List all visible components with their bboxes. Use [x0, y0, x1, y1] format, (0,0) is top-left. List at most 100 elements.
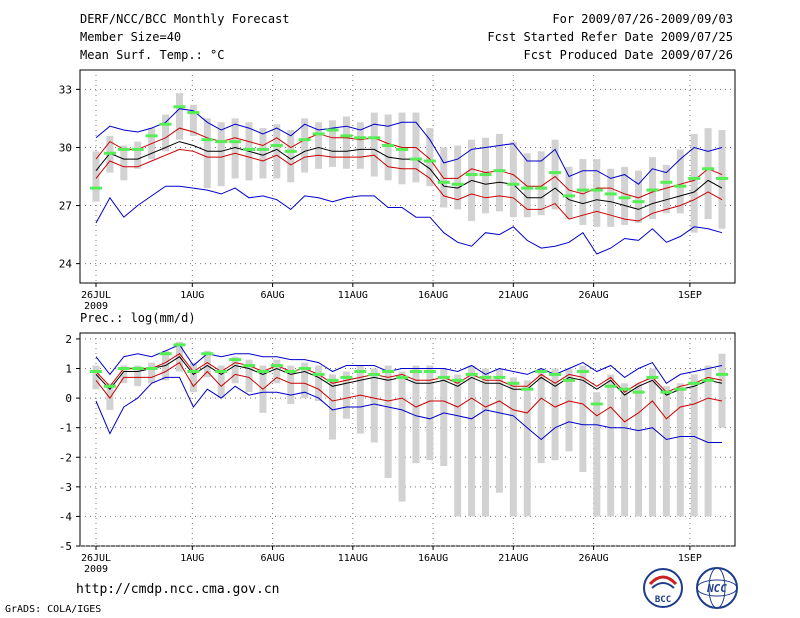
prec-box: [579, 365, 587, 473]
temp-observed-marker: [521, 186, 534, 190]
prec-box: [92, 365, 100, 390]
prec-box: [134, 365, 142, 387]
prec-observed-marker: [131, 367, 144, 370]
prec-observed-marker: [368, 372, 381, 376]
temp-box: [648, 157, 656, 220]
temp-box: [134, 141, 142, 169]
prec-observed-marker: [396, 375, 409, 379]
temp-box: [287, 130, 295, 183]
temp-box: [92, 151, 100, 202]
prec-box: [203, 350, 211, 378]
temp-box: [704, 128, 712, 220]
prec-box: [328, 374, 336, 440]
prec-observed-marker: [646, 375, 659, 379]
temp-box: [120, 145, 128, 181]
temp-observed-marker: [590, 188, 603, 192]
temp-max-line: [95, 108, 723, 185]
prec-observed-marker: [604, 384, 617, 388]
temp-box: [440, 147, 448, 208]
temp-observed-marker: [312, 132, 325, 136]
temp-xtick-label: 1AUG: [180, 290, 204, 301]
temp-xtick-label: 26AUG: [579, 290, 609, 301]
temp-observed-marker: [423, 159, 436, 163]
temp-xtick-label: 26JUL: [81, 290, 111, 301]
forecast-period: For 2009/07/26-2009/09/03: [552, 12, 733, 26]
temp-observed-marker: [702, 167, 715, 171]
ncc-logo: NCC: [696, 567, 738, 609]
temp-observed-marker: [215, 140, 228, 144]
prec-max-line: [95, 344, 723, 384]
temp-observed-marker: [660, 180, 673, 184]
temp-observed-marker: [437, 180, 450, 184]
prec-observed-marker: [507, 381, 520, 385]
temp-observed-marker: [604, 192, 617, 196]
prec-observed-marker: [423, 369, 436, 373]
temp-observed-marker: [409, 157, 422, 161]
temp-box: [356, 122, 364, 169]
temp-box: [676, 149, 684, 214]
prec-observed-marker: [702, 378, 715, 382]
temp-observed-marker: [562, 194, 575, 198]
temp-box: [593, 159, 601, 227]
prec-observed-marker: [340, 375, 353, 379]
prec-box: [370, 368, 378, 443]
prec-box: [189, 362, 197, 393]
prec-box: [148, 362, 156, 384]
temp-observed-marker: [618, 196, 631, 200]
temp-box: [662, 164, 670, 214]
svg-text:BCC: BCC: [655, 595, 671, 605]
prec-ytick-label: -3: [59, 481, 72, 494]
prec-box: [106, 383, 114, 410]
temp-frame: [79, 69, 736, 284]
prec-observed-marker: [256, 369, 269, 373]
temp-box: [315, 122, 323, 169]
prec-box: [523, 380, 531, 517]
temp-observed-marker: [201, 138, 214, 142]
temp-xtick-label: 21AUG: [498, 290, 528, 301]
temp-box: [203, 118, 211, 189]
source-url[interactable]: http://cmdp.ncc.cma.gov.cn: [76, 582, 280, 597]
temp-box: [342, 116, 350, 169]
prec-min-line: [95, 376, 722, 443]
temp-observed-marker: [493, 169, 506, 173]
prec-observed-marker: [201, 352, 214, 356]
temp-box: [231, 118, 239, 179]
temp-box: [607, 168, 615, 227]
prec-ytick-label: -5: [59, 540, 72, 553]
prec-box: [662, 386, 670, 517]
temp-observed-marker: [173, 105, 186, 109]
prec-box: [356, 365, 364, 434]
prec-box: [648, 368, 656, 517]
prec-box: [287, 365, 295, 404]
temp-observed-marker: [535, 186, 548, 190]
prec-observed-marker: [215, 369, 228, 373]
temp-observed-marker: [507, 182, 520, 186]
prec-box: [273, 359, 281, 384]
temp-lower-line: [95, 148, 723, 222]
temp-box: [328, 120, 336, 167]
prec-observed-marker: [479, 375, 492, 379]
prec-ytick-label: 0: [65, 392, 72, 405]
prec-box: [551, 368, 559, 461]
temp-observed-marker: [451, 182, 464, 186]
temp-box: [537, 151, 545, 216]
temp-observed-marker: [159, 122, 172, 126]
temp-xtick-label: 6AUG: [261, 290, 285, 301]
temp-box: [370, 112, 378, 177]
prec-box: [676, 383, 684, 517]
temp-box: [259, 128, 267, 179]
prec-box: [426, 365, 434, 461]
prec-box: [245, 359, 253, 393]
prec-observed-marker: [243, 364, 256, 368]
temp-box: [175, 93, 183, 140]
prec-box: [454, 374, 462, 517]
prec-observed-marker: [117, 367, 130, 370]
prec-observed-marker: [298, 367, 311, 370]
temp-observed-marker: [576, 188, 589, 192]
prec-box: [384, 365, 392, 478]
prec-lower-line: [95, 361, 723, 423]
prec-observed-marker: [326, 378, 339, 382]
temp-box: [273, 124, 281, 179]
prec-observed-marker: [562, 378, 575, 382]
temp-observed-marker: [187, 111, 200, 115]
